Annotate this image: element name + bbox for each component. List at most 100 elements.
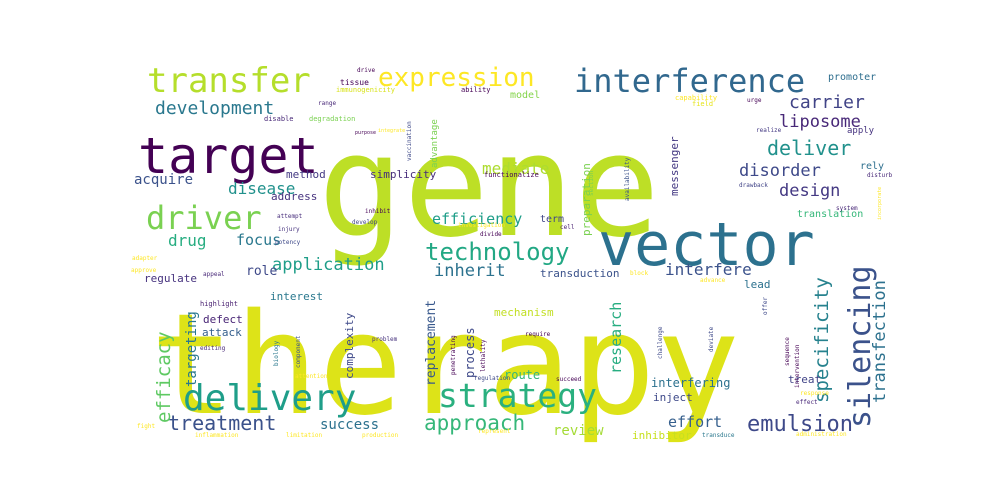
word-attempt: attempt [277, 213, 303, 220]
word-specificity: specificity [811, 277, 833, 403]
word-gene: gene [318, 104, 660, 269]
word-urge: urge [747, 97, 762, 104]
word-transfection: transfection [870, 280, 890, 403]
word-require: require [525, 331, 551, 338]
word-rely: rely [860, 161, 884, 172]
word-research: research [607, 302, 625, 374]
word-mediate: mediate [482, 159, 549, 178]
word-investigation: investigation [458, 222, 505, 229]
word-development: development [155, 98, 274, 119]
word-model: model [510, 90, 540, 101]
word-drug: drug [168, 231, 207, 250]
word-purpose: purpose [355, 130, 376, 136]
word-editing: editing [200, 345, 226, 352]
word-ability: ability [461, 86, 491, 94]
word-therapy: therapy [150, 284, 740, 447]
word-promoter: promoter [828, 72, 876, 83]
word-complexity: complexity [343, 312, 356, 379]
word-apply: apply [847, 126, 875, 136]
word-disable: disable [264, 115, 294, 123]
word-success: success [320, 417, 379, 433]
word-lead: lead [744, 278, 771, 291]
word-acquire: acquire [134, 172, 193, 188]
word-strategy: strategy [438, 376, 597, 415]
word-simplicity: simplicity [370, 168, 437, 181]
word-problem: problem [372, 336, 398, 343]
word-advance: advance [700, 277, 726, 284]
word-process: process [463, 327, 477, 378]
word-availability: availability [624, 157, 631, 201]
word-disease: disease [228, 179, 295, 198]
word-realize: realize [756, 127, 782, 134]
word-cell: cell [560, 224, 575, 231]
word-biology: biology [273, 340, 280, 366]
word-messenger: messenger [668, 136, 681, 196]
word-system: system [836, 205, 858, 212]
word-attention: attention [295, 373, 328, 380]
word-inherit: inherit [434, 261, 506, 281]
word-deviate: deviate [708, 326, 715, 352]
word-mechanism: mechanism [494, 306, 554, 319]
word-injury: injury [278, 226, 300, 233]
word-address: address [271, 190, 317, 203]
word-interfere: interfere [665, 260, 752, 279]
word-carrier: carrier [789, 92, 865, 113]
word-translation: translation [797, 209, 863, 220]
word-functionalize: functionalize [484, 171, 539, 179]
word-limitation: limitation [286, 432, 323, 439]
word-liposome: liposome [779, 112, 861, 132]
word-production: production [362, 432, 399, 439]
word-interest: interest [270, 290, 323, 303]
word-offer: offer [762, 297, 769, 315]
word-degradation: degradation [309, 115, 355, 123]
word-review: review [553, 423, 604, 439]
word-drive: drive [357, 67, 375, 74]
word-efficiency: efficiency [432, 210, 522, 228]
word-method: method [286, 168, 326, 181]
word-administration: administration [796, 431, 847, 438]
word-approve: approve [131, 267, 157, 274]
word-represent: represent [478, 428, 511, 435]
word-vector: vector [598, 210, 815, 280]
word-disorder: disorder [739, 161, 821, 181]
word-immunogenicity: immunogenicity [336, 86, 395, 94]
word-inhibit: inhibit [365, 208, 391, 215]
word-sequence: sequence [784, 337, 791, 366]
word-block: block [630, 270, 648, 277]
word-treat: treat [788, 373, 821, 386]
word-design: design [779, 181, 840, 201]
word-field: field [692, 100, 713, 108]
word-replacement: replacement [424, 300, 439, 386]
word-delivery: delivery [183, 378, 356, 419]
word-focus: focus [236, 231, 281, 249]
word-regulation: regulation [474, 375, 511, 382]
word-targeting: targeting [184, 311, 200, 387]
word-transduction: transduction [540, 267, 619, 280]
word-lethality: lethality [480, 339, 487, 372]
word-interfering: interfering [651, 376, 730, 390]
word-interference: interference [574, 62, 805, 100]
word-range: range [318, 100, 336, 107]
word-potency: potency [275, 239, 301, 246]
word-emulsion: emulsion [747, 412, 853, 437]
word-intervention: intervention [794, 344, 801, 388]
word-efficacy: efficacy [153, 331, 175, 423]
word-advantage: advantage [430, 119, 440, 168]
word-highlight: highlight [200, 300, 238, 308]
word-approach: approach [424, 411, 525, 435]
word-application: application [272, 255, 385, 275]
word-adapter: adapter [132, 255, 158, 262]
word-drawback: drawback [739, 182, 768, 189]
word-term: term [540, 214, 564, 225]
word-vaccination: vaccination [406, 121, 413, 161]
word-response: response [800, 390, 829, 397]
word-deliver: deliver [767, 136, 851, 160]
word-penetrating: penetrating [450, 335, 457, 375]
word-route: route [504, 368, 540, 382]
word-incorporate: incorporate [877, 187, 883, 220]
word-develop: develop [352, 219, 378, 226]
word-transduce: transduce [702, 432, 735, 439]
word-section: section [588, 170, 595, 196]
word-challenge: challenge [657, 326, 664, 359]
